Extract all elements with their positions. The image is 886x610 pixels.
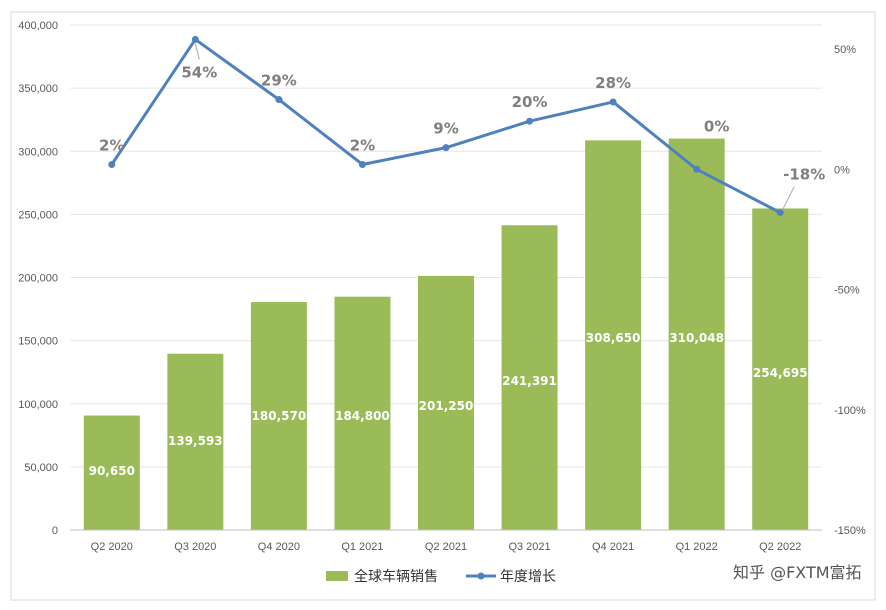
bar: [418, 275, 474, 530]
watermark-text: 知乎 @FXTM富拓: [733, 563, 862, 582]
bar-value-label: 310,048: [669, 331, 724, 345]
y-right-tick-label: -150%: [834, 525, 866, 537]
bar-value-label: 90,650: [89, 464, 135, 478]
line-point: [776, 209, 784, 217]
y-left-tick-label: 50,000: [24, 462, 58, 474]
bar: [752, 208, 809, 530]
line-point: [108, 160, 116, 168]
legend: 全球车辆销售 年度增长: [326, 568, 556, 585]
line-point: [358, 160, 366, 168]
x-tick-label: Q2 2021: [425, 541, 467, 553]
y-left-tick-label: 150,000: [18, 336, 58, 348]
x-tick-label: Q4 2021: [592, 541, 634, 553]
y-right-tick-label: 0%: [834, 164, 850, 176]
y-right-tick-label: -50%: [834, 285, 860, 297]
bar-value-label: 139,593: [168, 434, 223, 448]
growth-pct-label: 2%: [99, 136, 124, 154]
legend-bar-swatch: [326, 571, 348, 581]
leader-line: [781, 186, 795, 211]
bar-series: [83, 138, 809, 531]
line-point: [442, 144, 450, 152]
growth-pct-label: 2%: [350, 136, 375, 154]
growth-pct-label: 28%: [595, 74, 631, 92]
x-tick-label: Q1 2021: [341, 541, 383, 553]
y-left-tick-label: 300,000: [18, 146, 58, 158]
y-left-tick-label: 350,000: [18, 83, 58, 95]
bar-value-label: 308,650: [586, 331, 641, 345]
growth-pct-label: -18%: [783, 166, 825, 184]
legend-line-marker: [477, 572, 485, 580]
growth-pct-label: 29%: [261, 72, 297, 90]
x-tick-label: Q3 2021: [508, 541, 550, 553]
x-tick-label: Q1 2022: [676, 541, 718, 553]
y-left-tick-label: 250,000: [18, 209, 58, 221]
x-tick-label: Q4 2020: [258, 541, 300, 553]
line-point: [693, 165, 701, 173]
line-series: [108, 35, 784, 217]
bar-value-label: 180,570: [252, 409, 307, 423]
growth-pct-label: 9%: [433, 120, 458, 138]
line-point: [609, 98, 617, 106]
bar-value-label: 184,800: [335, 409, 390, 423]
y-left-tick-label: 100,000: [18, 399, 58, 411]
line-point: [275, 96, 283, 104]
bar-value-label: 254,695: [753, 366, 808, 380]
axes: 0 50,000 100,000 150,000 200,000 250,000 300,0…: [18, 20, 866, 553]
bar: [167, 353, 224, 530]
legend-bar-label: 全球车辆销售: [354, 568, 438, 585]
y-left-tick-label: 0: [52, 525, 58, 537]
bar: [501, 225, 558, 530]
bar: [668, 138, 725, 531]
bar: [585, 140, 642, 530]
bar-value-label: 201,250: [419, 399, 474, 413]
line-point: [191, 35, 199, 43]
y-right-tick-label: 50%: [834, 44, 856, 56]
line-point: [526, 117, 534, 125]
bar: [83, 415, 140, 530]
x-tick-label: Q2 2020: [91, 541, 133, 553]
x-tick-label: Q2 2022: [759, 541, 801, 553]
y-right-tick-label: -100%: [834, 405, 866, 417]
data-labels: 90,650 139,593 180,570 184,800 201,250 241,39…: [89, 43, 825, 478]
bar-value-label: 241,391: [502, 374, 557, 388]
growth-pct-label: 0%: [704, 117, 729, 135]
x-tick-label: Q3 2020: [174, 541, 216, 553]
bar: [250, 302, 307, 530]
growth-pct-label: 54%: [181, 63, 217, 81]
growth-pct-label: 20%: [512, 93, 548, 111]
legend-line-label: 年度增长: [500, 569, 556, 585]
bar: [334, 296, 391, 530]
leader-line: [194, 43, 200, 60]
y-left-tick-label: 200,000: [18, 273, 58, 285]
y-left-tick-label: 400,000: [18, 20, 58, 32]
